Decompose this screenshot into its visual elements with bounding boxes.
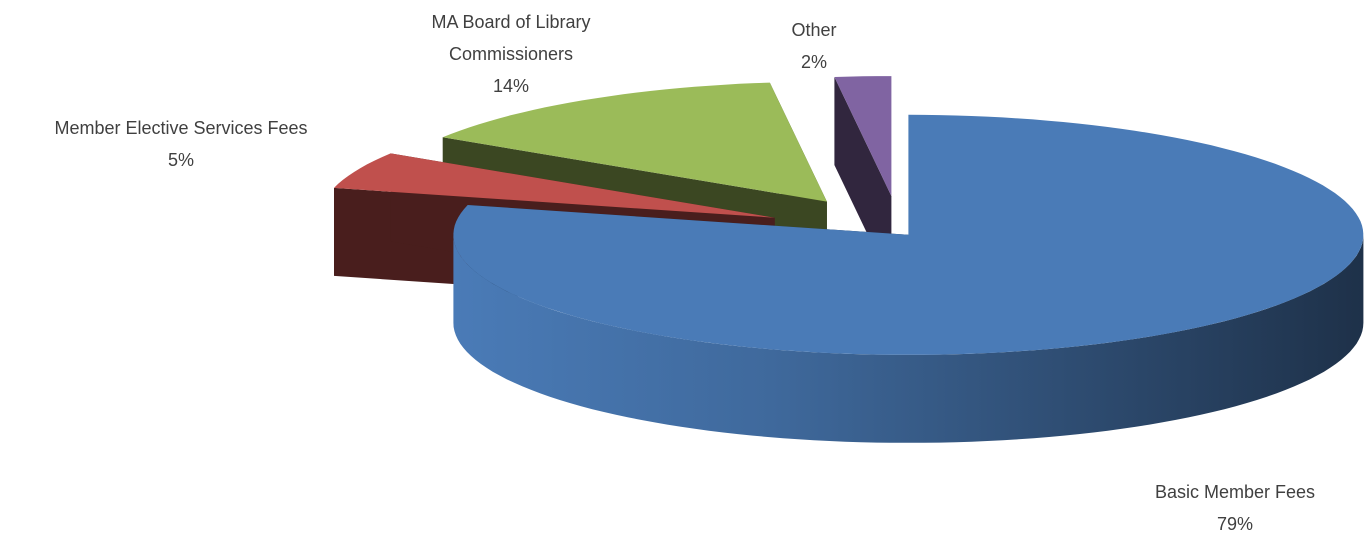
category-label: Basic Member Fees	[1154, 482, 1316, 502]
category-label: Member Elective Services Fees	[54, 118, 308, 138]
slice-outer-side	[453, 234, 1364, 443]
category-label: MA Board of Library Commissioners	[431, 12, 591, 64]
value-label: 5%	[167, 150, 194, 170]
data-label: Basic Member Fees 79%	[1105, 476, 1365, 540]
data-label: Other 2%	[754, 14, 874, 78]
value-label: 2%	[800, 52, 827, 72]
value-label: 14%	[492, 76, 530, 96]
slice	[834, 76, 892, 197]
category-label: Other	[791, 20, 837, 40]
slice-side	[834, 77, 892, 285]
data-label: Member Elective Services Fees 5%	[31, 112, 331, 176]
slice	[442, 82, 827, 202]
slice	[453, 114, 1364, 355]
slice	[334, 153, 775, 218]
data-label: MA Board of Library Commissioners 14%	[401, 6, 621, 102]
value-label: 79%	[1216, 514, 1254, 534]
